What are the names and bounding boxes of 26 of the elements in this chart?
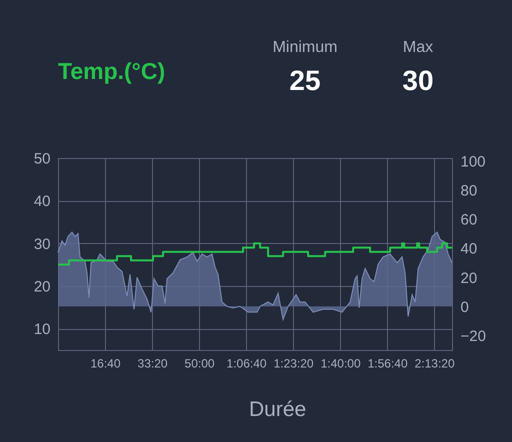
y-tick-label: 30 xyxy=(34,236,50,253)
x-tick-label: 1:56:40 xyxy=(368,356,408,370)
y2-tick-label: 0 xyxy=(460,298,469,316)
x-tick-label: 50:00 xyxy=(184,356,215,370)
y2-tick-label: 100 xyxy=(460,153,486,170)
x-tick-label: 1:23:20 xyxy=(274,356,314,370)
text: 30 xyxy=(402,65,434,96)
x-tick-label: 1:06:40 xyxy=(226,356,267,370)
y2-tick-label: 80 xyxy=(460,182,478,200)
x-axis-title: Durée xyxy=(249,398,306,421)
text: Minimum xyxy=(272,39,338,56)
y2-tick-label: 40 xyxy=(460,240,478,258)
text: 25 xyxy=(289,65,321,96)
y-tick-label: 50 xyxy=(34,150,50,168)
x-tick-label: 2:13:20 xyxy=(414,356,455,370)
y2-tick-label: −20 xyxy=(460,328,486,345)
y2-tick-label: 60 xyxy=(460,212,478,229)
y-tick-label: 40 xyxy=(34,193,50,210)
chart-title: Temp.(°C) xyxy=(58,58,166,84)
text: Max xyxy=(402,39,434,56)
y2-tick-label: 20 xyxy=(460,270,478,287)
y-tick-label: 20 xyxy=(34,278,50,296)
x-tick-label: 16:40 xyxy=(90,356,121,370)
y-tick-label: 10 xyxy=(34,321,50,338)
x-tick-label: 33:20 xyxy=(138,356,168,370)
x-tick-label: 1:40:00 xyxy=(320,356,361,370)
